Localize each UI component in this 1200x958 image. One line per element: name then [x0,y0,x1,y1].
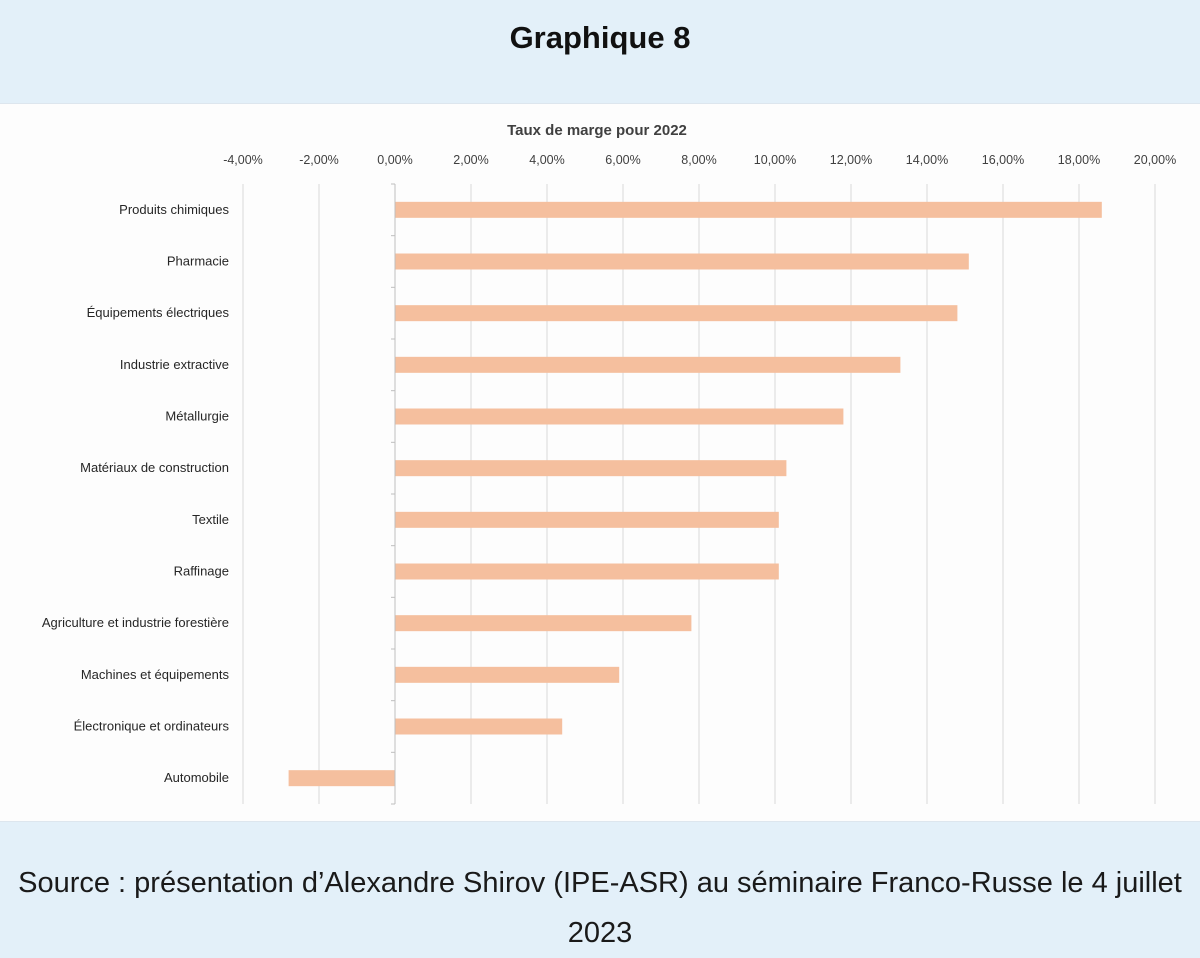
source-note: Source : présentation d’Alexandre Shirov… [18,867,1182,949]
bar [395,511,779,528]
gridlines [242,184,1156,804]
bar [288,770,395,787]
category-label: Machines et équipements [81,667,230,682]
x-tick-label: 14,00% [906,153,948,167]
category-labels: Produits chimiques Pharmacie Équipements é… [42,202,230,785]
category-label: Pharmacie [167,254,229,269]
x-tick-label: 12,00% [830,153,872,167]
x-tick-label: 10,00% [754,153,796,167]
bar-chart: Taux de marge pour 2022 -4,00% -2,00% 0,00… [42,122,1176,805]
x-tick-label: 8,00% [681,153,716,167]
x-tick-label: -2,00% [299,153,339,167]
zero-axis [391,183,396,805]
page-title: Graphique 8 [509,20,691,55]
x-tick-label: 6,00% [605,153,640,167]
category-label: Matériaux de construction [80,460,229,475]
category-label: Raffinage [174,564,229,579]
category-label: Industrie extractive [120,357,229,372]
bar [395,201,1102,218]
bars [288,201,1102,787]
x-tick-label: 0,00% [377,153,412,167]
bar [395,356,901,373]
chart-title: Taux de marge pour 2022 [507,122,687,139]
bar [395,718,563,735]
x-tick-label: -4,00% [223,153,263,167]
bar [395,305,958,322]
bar [395,253,969,270]
category-label: Équipements électriques [87,305,230,320]
bar [395,563,779,580]
category-label: Produits chimiques [119,202,229,217]
x-axis-tick-labels: -4,00% -2,00% 0,00% 2,00% 4,00% 6,00% 8,00% 10,… [223,153,1176,167]
category-label: Automobile [164,770,229,785]
x-tick-label: 4,00% [529,153,564,167]
category-label: Textile [192,512,229,527]
bar [395,408,844,425]
bar [395,615,692,632]
chart-panel: Taux de marge pour 2022 -4,00% -2,00% 0,00… [0,103,1200,822]
bar [395,460,787,477]
category-label: Agriculture et industrie forestière [42,615,229,630]
x-tick-label: 16,00% [982,153,1024,167]
category-label: Électronique et ordinateurs [74,719,230,734]
x-tick-label: 2,00% [453,153,488,167]
x-tick-label: 18,00% [1058,153,1100,167]
category-label: Métallurgie [165,409,229,424]
bar [395,666,620,683]
x-tick-label: 20,00% [1134,153,1176,167]
